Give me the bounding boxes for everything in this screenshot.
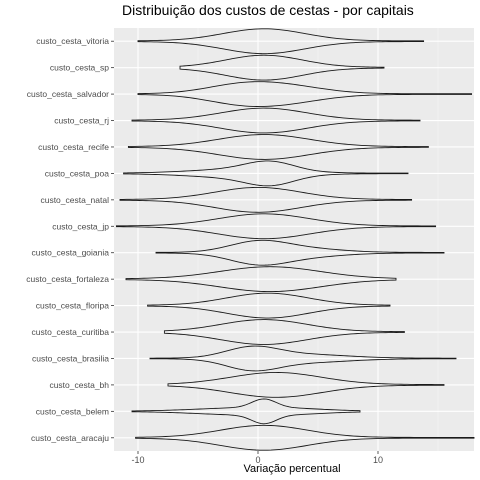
x-tick-label: 10 [373,455,383,465]
y-tick-label: custo_cesta_goiania [31,248,109,258]
violin-custo-cesta-goiania [155,239,445,266]
y-tick-label: custo_cesta_rj [54,116,109,126]
violin-custo-cesta-rj [131,107,421,134]
violin-custo-cesta-natal [119,186,413,213]
violin-custo-cesta-fortaleza [125,266,397,293]
y-tick-label: custo_cesta_floripa [36,301,110,311]
violin-custo-cesta-vitoria [137,28,425,55]
y-axis: custo_cesta_vitoria custo_cesta_sp custo_c… [26,36,114,443]
y-tick-label: custo_cesta_curitiba [32,327,110,337]
y-tick-label: custo_cesta_sp [50,63,109,73]
violin-custo-cesta-salvador [137,81,473,107]
x-tick-label: 0 [255,455,260,465]
y-tick-label: custo_cesta_vitoria [36,36,109,46]
y-tick-label: custo_cesta_brasilia [32,353,109,363]
y-tick-label: custo_cesta_natal [40,195,109,205]
violin-custo-cesta-poa [123,160,409,187]
y-tick-label: custo_cesta_aracaju [31,433,109,443]
y-tick-label: custo_cesta_jp [52,221,109,231]
x-axis-label: Variação percentual [243,463,340,475]
violin-custo-cesta-floripa [147,292,391,319]
violin-custo-cesta-bh [167,372,445,398]
x-tick-label: -10 [131,455,144,465]
violins [115,28,475,451]
violin-custo-cesta-jp [115,213,437,240]
violin-custo-cesta-curitiba [163,319,405,345]
violin-custo-cesta-brasilia [149,345,457,372]
violin-custo-cesta-recife [127,134,429,160]
x-axis: -10 0 10 [131,451,383,465]
y-tick-label: custo_cesta_belem [36,406,109,416]
chart-title: Distribuição dos custos de cestas - por … [122,2,414,18]
plot-panel [114,28,474,451]
violin-custo-cesta-belem [131,398,361,425]
y-tick-label: custo_cesta_bh [49,380,109,390]
y-tick-label: custo_cesta_salvador [27,89,109,99]
y-tick-label: custo_cesta_poa [45,168,110,178]
y-tick-label: custo_cesta_recife [38,142,109,152]
y-tick-label: custo_cesta_fortaleza [26,274,109,284]
violin-custo-cesta-aracaju [135,424,475,451]
violin-custo-cesta-sp [179,54,385,81]
